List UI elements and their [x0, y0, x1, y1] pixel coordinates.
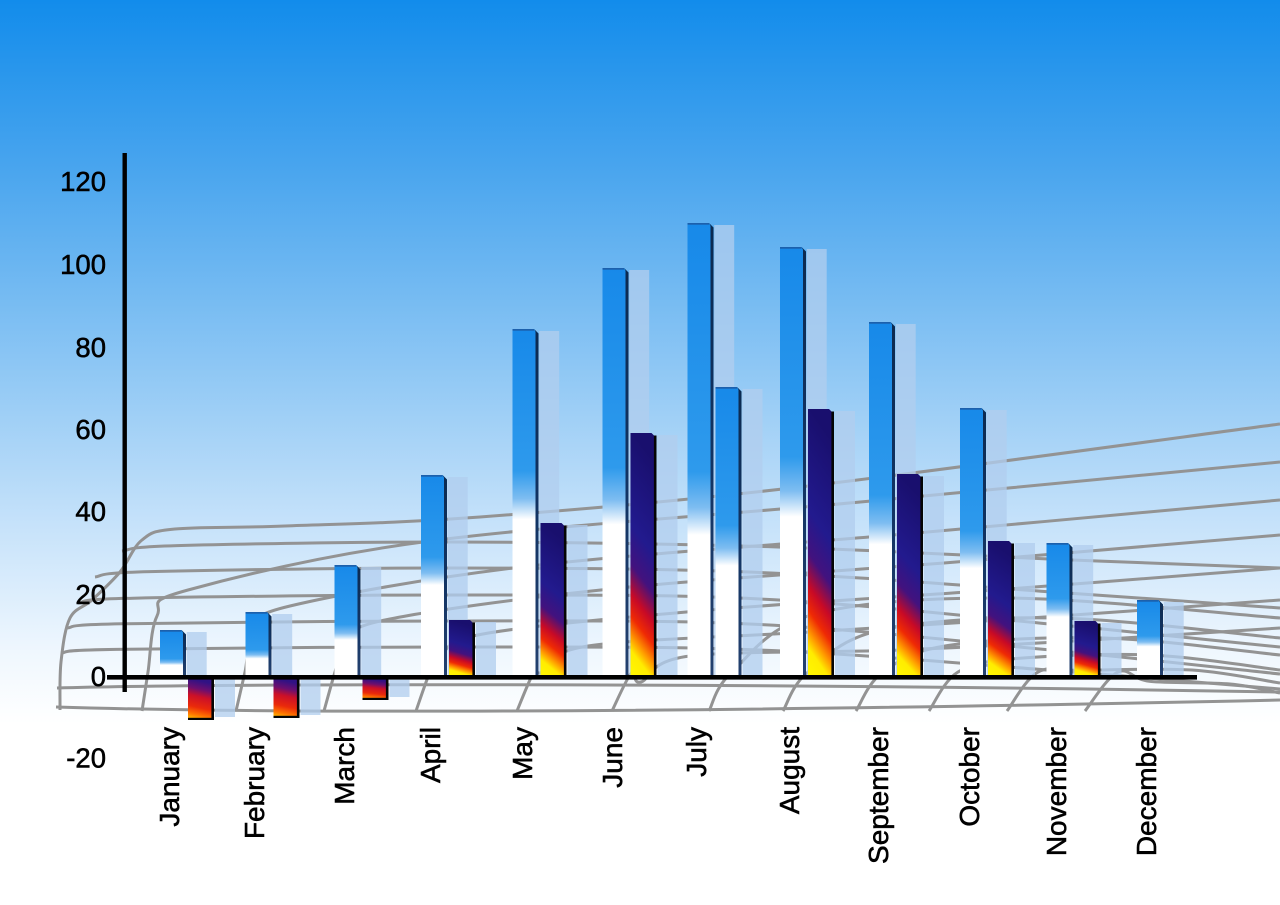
svg-text:100: 100 — [60, 249, 106, 280]
svg-text:October: October — [954, 727, 985, 827]
svg-text:December: December — [1131, 727, 1162, 856]
svg-text:January: January — [154, 727, 185, 827]
svg-text:May: May — [507, 727, 538, 780]
svg-text:June: June — [597, 727, 628, 788]
svg-text:-20: -20 — [66, 743, 106, 774]
svg-text:40: 40 — [75, 496, 106, 527]
svg-text:February: February — [239, 727, 270, 839]
svg-text:0: 0 — [91, 661, 106, 692]
svg-text:March: March — [329, 727, 360, 805]
svg-text:20: 20 — [75, 579, 106, 610]
svg-text:July: July — [681, 727, 712, 777]
svg-text:November: November — [1041, 727, 1072, 856]
svg-text:April: April — [415, 727, 446, 783]
svg-text:September: September — [863, 727, 894, 864]
svg-text:August: August — [774, 727, 805, 814]
svg-text:60: 60 — [75, 414, 106, 445]
svg-text:80: 80 — [75, 332, 106, 363]
svg-text:120: 120 — [60, 166, 106, 197]
